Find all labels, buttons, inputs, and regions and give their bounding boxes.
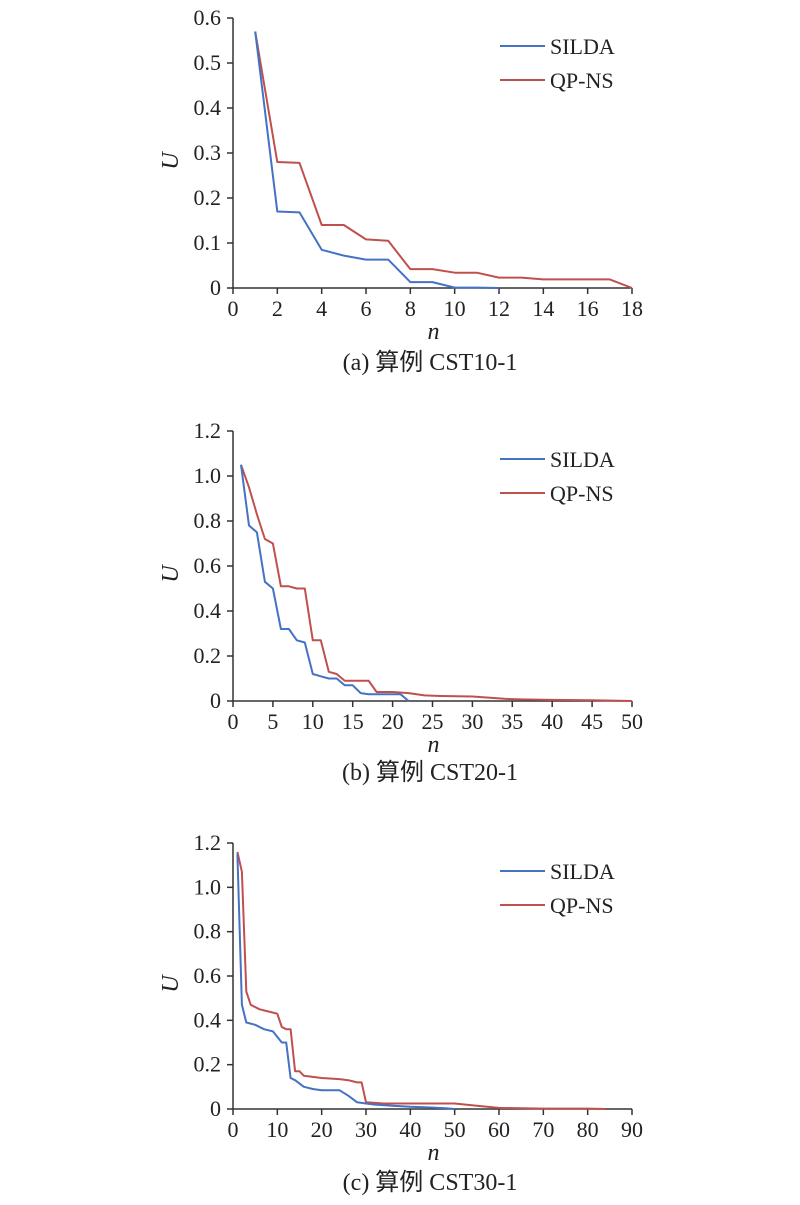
x-tick-label: 6 — [361, 296, 372, 321]
x-tick-label: 14 — [532, 296, 554, 321]
legend-label-qp-ns: QP-NS — [550, 893, 614, 918]
x-tick-label: 25 — [422, 709, 444, 734]
y-tick-label: 0 — [210, 1096, 221, 1121]
y-tick-label: 0.6 — [194, 963, 222, 988]
y-tick-label: 0.6 — [194, 5, 222, 30]
x-tick-label: 40 — [541, 709, 563, 734]
y-tick-label: 0 — [210, 275, 221, 300]
x-tick-label: 50 — [621, 709, 643, 734]
x-tick-label: 80 — [577, 1117, 599, 1142]
x-tick-label: 70 — [532, 1117, 554, 1142]
y-axis-title: U — [158, 151, 184, 170]
x-tick-label: 30 — [355, 1117, 377, 1142]
x-tick-label: 8 — [405, 296, 416, 321]
y-tick-label: 0.4 — [194, 1007, 222, 1032]
y-tick-label: 0.4 — [194, 95, 222, 120]
y-tick-label: 0.2 — [194, 643, 222, 668]
x-tick-label: 40 — [399, 1117, 421, 1142]
x-tick-label: 2 — [272, 296, 283, 321]
x-tick-label: 90 — [621, 1117, 643, 1142]
x-tick-label: 30 — [461, 709, 483, 734]
x-tick-label: 20 — [382, 709, 404, 734]
chart-panel-2: 0 0.2 0.4 0.6 0.8 1.0 1.2 0 5 10 15 20 25 30 35 40 45 50 n… — [158, 418, 643, 786]
x-tick-label: 18 — [621, 296, 643, 321]
x-tick-label: 0 — [228, 1117, 239, 1142]
x-tick-label: 16 — [577, 296, 599, 321]
y-tick-label: 0.8 — [194, 508, 222, 533]
x-axis-title: n — [428, 732, 440, 758]
y-axis-title: U — [158, 974, 184, 993]
chart-caption: (a) 算例 CST10-1 — [343, 349, 518, 376]
x-tick-label: 10 — [302, 709, 324, 734]
x-axis-title: n — [428, 319, 440, 345]
series-line-silda — [236, 854, 455, 1110]
y-tick-label: 0.5 — [194, 50, 222, 75]
x-tick-label: 0 — [228, 709, 239, 734]
y-tick-label: 0.8 — [194, 919, 222, 944]
series-line-qp-ns — [254, 31, 633, 289]
y-tick-label: 0.6 — [194, 553, 222, 578]
x-tick-label: 15 — [342, 709, 364, 734]
legend-label-silda: SILDA — [550, 859, 615, 884]
chart-caption: (c) 算例 CST30-1 — [343, 1169, 518, 1196]
legend-label-silda: SILDA — [550, 447, 615, 472]
x-axis-title: n — [428, 1140, 440, 1166]
y-tick-label: 0.2 — [194, 1052, 222, 1077]
legend-label-silda: SILDA — [550, 34, 615, 59]
x-tick-label: 35 — [501, 709, 523, 734]
x-tick-label: 10 — [444, 296, 466, 321]
y-tick-label: 0.1 — [194, 230, 222, 255]
y-tick-label: 1.2 — [194, 418, 222, 443]
y-tick-label: 0 — [210, 688, 221, 713]
chart-panel-1: 0 0.1 0.2 0.3 0.4 0.5 0.6 0 2 4 6 8 10 12 14 16 18 n U SILD… — [158, 5, 643, 376]
y-axis-title: U — [158, 564, 184, 583]
chart-caption: (b) 算例 CST20-1 — [342, 759, 518, 786]
x-tick-label: 45 — [581, 709, 603, 734]
series-line-silda — [254, 31, 500, 289]
y-tick-label: 0.4 — [194, 598, 222, 623]
y-tick-label: 0.2 — [194, 185, 222, 210]
x-tick-label: 4 — [316, 296, 327, 321]
series-line-silda — [240, 464, 410, 702]
y-tick-label: 1.0 — [194, 874, 222, 899]
series-line-qp-ns — [236, 851, 606, 1110]
y-tick-label: 1.2 — [194, 830, 222, 855]
x-tick-label: 20 — [311, 1117, 333, 1142]
x-tick-label: 5 — [267, 709, 278, 734]
x-tick-label: 12 — [488, 296, 510, 321]
x-tick-label: 0 — [228, 296, 239, 321]
x-tick-label: 50 — [444, 1117, 466, 1142]
legend-label-qp-ns: QP-NS — [550, 481, 614, 506]
y-tick-label: 1.0 — [194, 463, 222, 488]
series-line-qp-ns — [240, 464, 633, 702]
x-tick-label: 60 — [488, 1117, 510, 1142]
legend-label-qp-ns: QP-NS — [550, 68, 614, 93]
x-tick-label: 10 — [266, 1117, 288, 1142]
y-tick-label: 0.3 — [194, 140, 222, 165]
chart-panel-3: 0 0.2 0.4 0.6 0.8 1.0 1.2 0 10 20 30 40 50 60 70 80 90 n U… — [158, 830, 643, 1196]
